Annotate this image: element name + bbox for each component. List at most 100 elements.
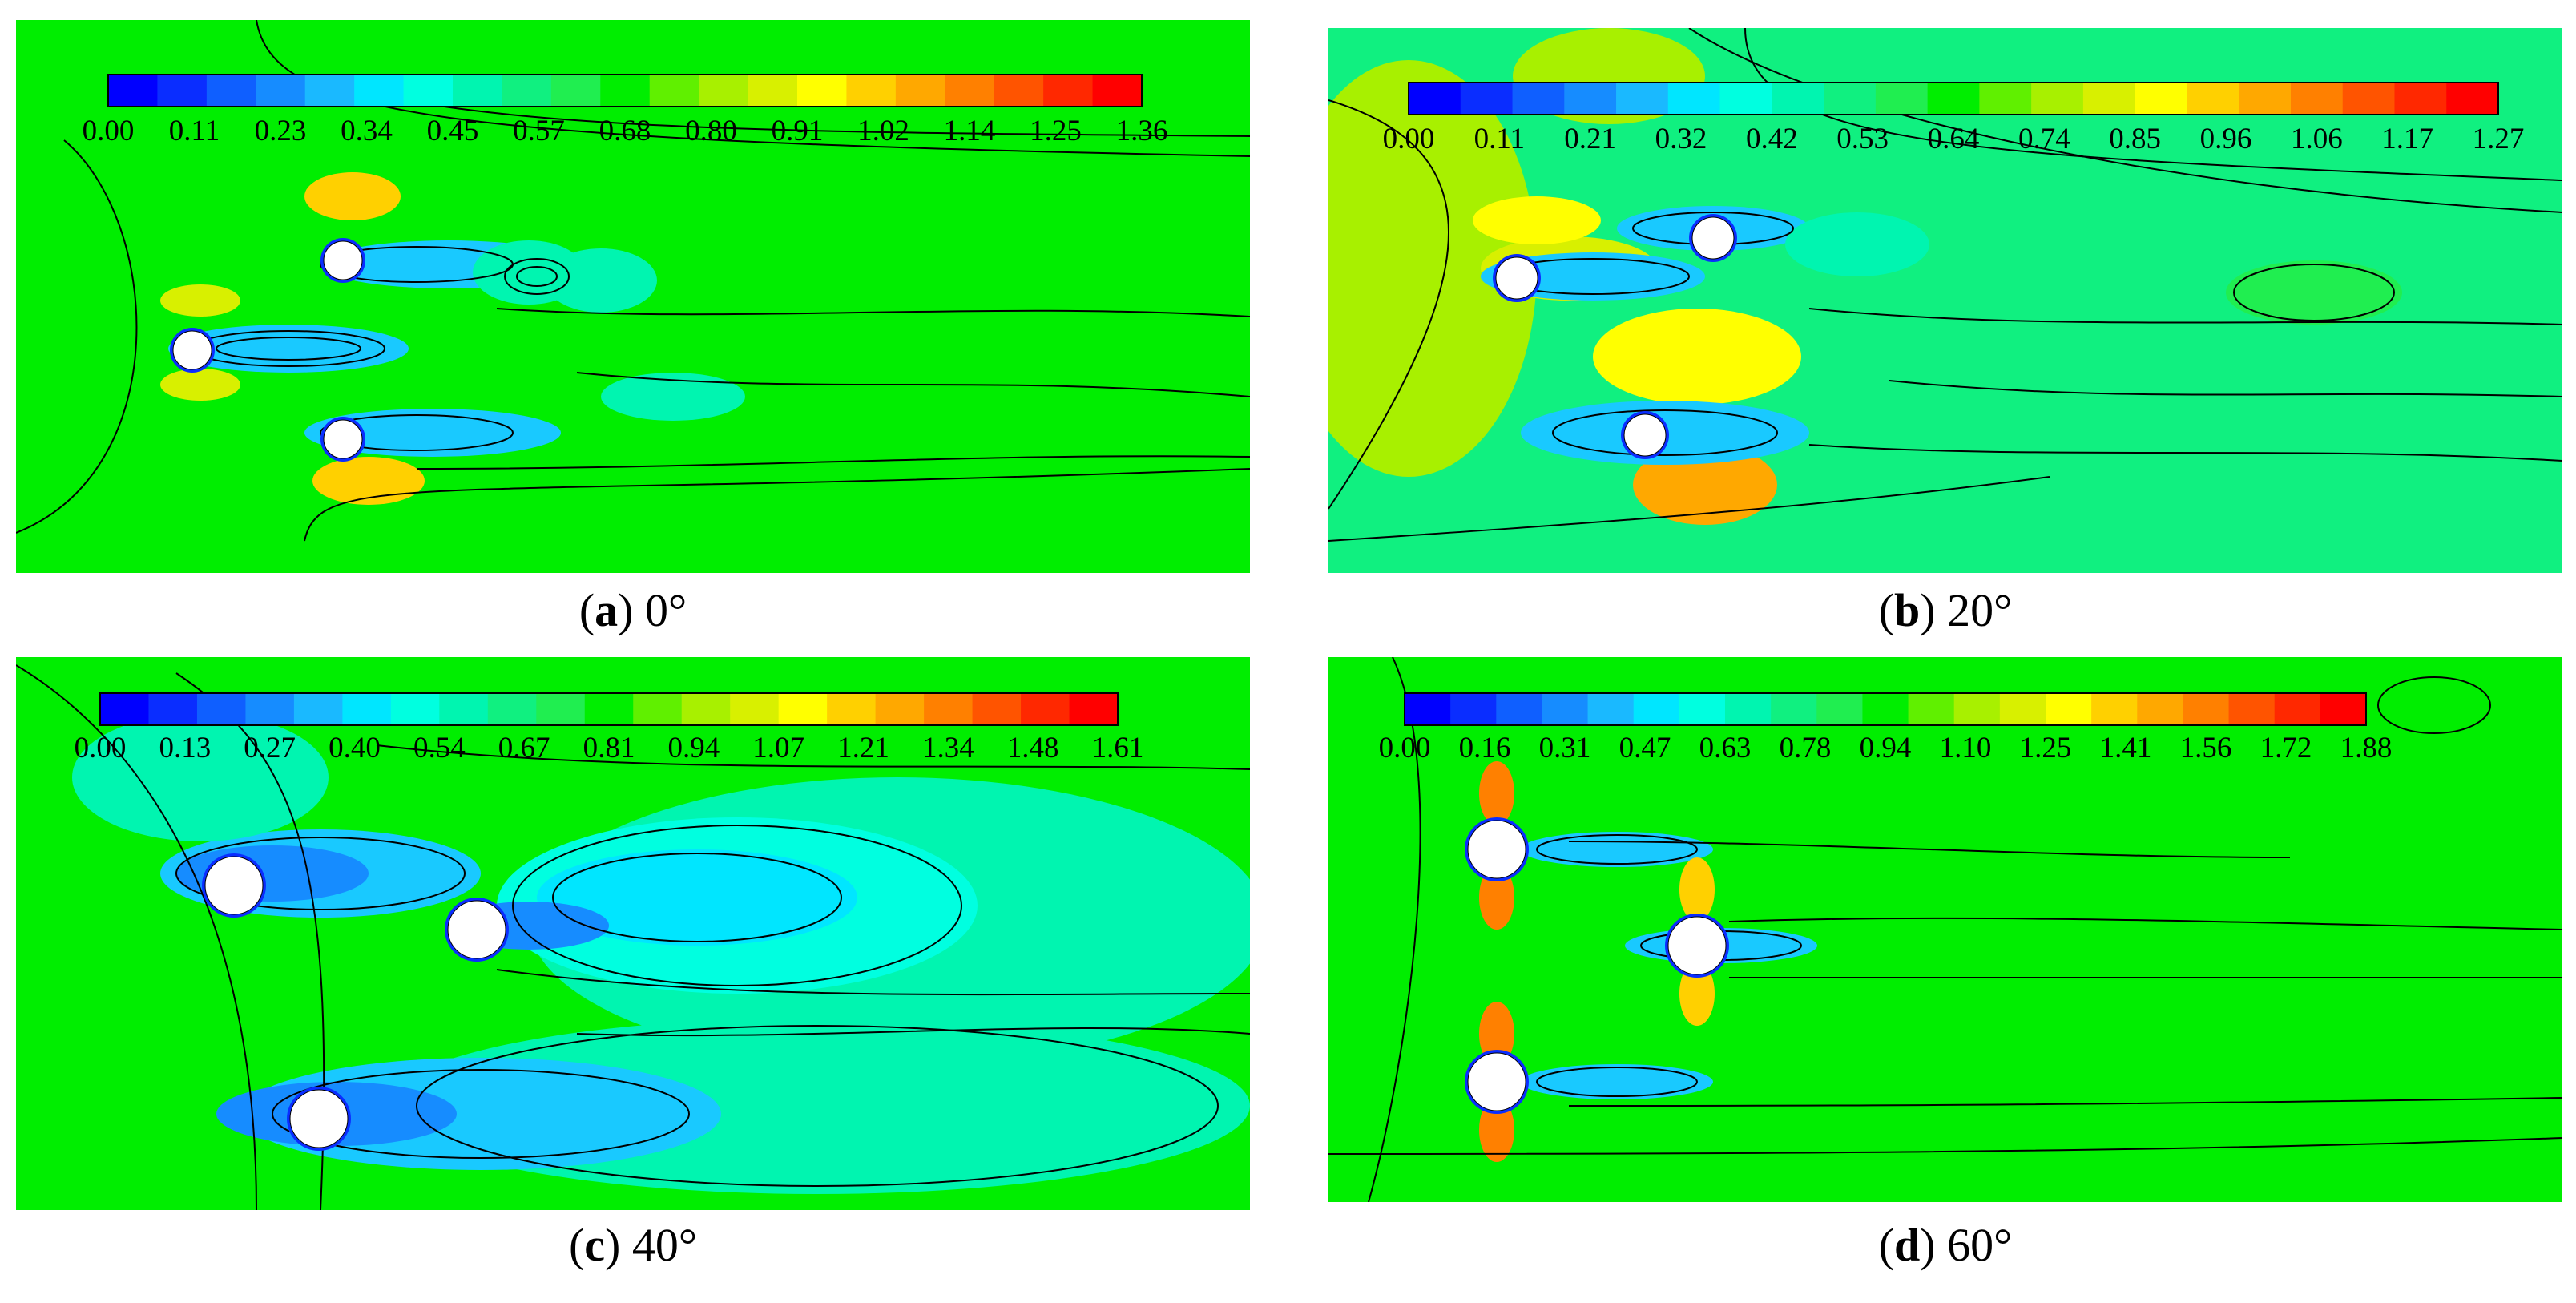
cylinders xyxy=(202,853,509,1151)
colorbar-swatch xyxy=(827,693,877,725)
caption-b: (b) 20° xyxy=(1878,584,2013,636)
colorbar-a: 0.00 0.11 0.23 0.34 0.45 0.57 0.68 0.80 0.91 1.02… xyxy=(83,74,1167,147)
contour-plot-c: 0.00 0.13 0.27 0.40 0.54 0.67 0.81 0.94 1.07 1.21… xyxy=(16,657,1250,1210)
caption-letter-c: c xyxy=(584,1219,606,1271)
colorbar-swatch xyxy=(2183,693,2230,725)
colorbar-swatch xyxy=(1633,693,1680,725)
contour-plot-b: 0.00 0.11 0.21 0.32 0.42 0.53 0.64 0.74 0.85 0.96… xyxy=(1328,28,2562,573)
colorbar-tick-label: 0.53 xyxy=(1836,123,1889,155)
colorbar-swatch xyxy=(846,75,897,107)
caption-angle-a: 0° xyxy=(644,584,687,636)
colorbar-tick-label: 0.81 xyxy=(583,732,635,764)
colorbar-tick-label: 0.11 xyxy=(169,115,220,147)
colorbar-swatch xyxy=(1405,693,1451,725)
colorbar-swatch xyxy=(2137,693,2184,725)
contour-lines xyxy=(16,664,1250,1210)
colorbar-swatch xyxy=(2274,693,2321,725)
colorbar-swatch xyxy=(550,75,601,107)
colorbar-tick-label: 0.67 xyxy=(498,732,550,764)
colorbar-swatch xyxy=(1862,693,1909,725)
colorbar-swatch xyxy=(108,75,159,107)
contour-lines xyxy=(1328,28,2562,542)
colorbar-swatch xyxy=(2135,83,2188,115)
colorbar-tick-label: 1.02 xyxy=(857,115,909,147)
colorbar-tick-label: 0.00 xyxy=(1379,732,1431,764)
colorbar-swatch xyxy=(1069,693,1119,725)
colorbar-frame xyxy=(107,74,1143,107)
colorbar-tick-label: 1.72 xyxy=(2260,732,2312,764)
colorbar-swatch xyxy=(1772,83,1824,115)
colorbar-b: 0.00 0.11 0.21 0.32 0.42 0.53 0.64 0.74 0.85 0.96… xyxy=(1383,82,2524,155)
colorbar-tick-label: 1.17 xyxy=(2381,123,2433,155)
caption-c: (c) 40° xyxy=(568,1219,698,1271)
wake-regions xyxy=(160,172,745,505)
colorbar-swatch xyxy=(1953,693,2001,725)
colorbar-swatch xyxy=(1725,693,1772,725)
colorbar-swatch xyxy=(1979,83,2032,115)
colorbar-swatch xyxy=(2031,83,2084,115)
colorbar-swatch xyxy=(2290,83,2344,115)
colorbar-swatch xyxy=(1999,693,2046,725)
panel-d: 0.00 0.16 0.31 0.47 0.63 0.78 0.94 1.10 1.25 1.41… xyxy=(1328,657,2562,1202)
contour-plot-a: 0.00 0.11 0.23 0.34 0.45 0.57 0.68 0.80 0.91 1.02… xyxy=(16,20,1250,573)
colorbar-tick-label: 0.78 xyxy=(1780,732,1832,764)
colorbar-swatch xyxy=(1587,693,1635,725)
caption-letter-b: b xyxy=(1894,584,1921,636)
colorbar-swatch xyxy=(1667,83,1721,115)
colorbar-tick-label: 1.21 xyxy=(837,732,889,764)
colorbar-swatch xyxy=(584,693,634,725)
flow-field xyxy=(1328,657,2562,1202)
colorbar-swatch xyxy=(1679,693,1726,725)
colorbar-swatch xyxy=(1816,693,1864,725)
colorbar-swatch xyxy=(895,75,945,107)
colorbar-d: 0.00 0.16 0.31 0.47 0.63 0.78 0.94 1.10 1.25 1.41… xyxy=(1379,692,2392,764)
colorbar-swatch xyxy=(403,75,454,107)
colorbar-swatch xyxy=(2187,83,2239,115)
colorbar-tick-label: 0.40 xyxy=(329,732,381,764)
colorbar-tick-label: 0.11 xyxy=(1474,123,1525,155)
colorbar-tick-label: 0.94 xyxy=(667,732,720,764)
colorbar-swatch xyxy=(536,693,586,725)
colorbar-tick-label: 0.00 xyxy=(83,115,135,147)
colorbar-tick-label: 0.34 xyxy=(341,115,393,147)
colorbar-swatch xyxy=(2091,693,2138,725)
colorbar-swatch xyxy=(390,693,440,725)
colorbar-swatch xyxy=(1616,83,1669,115)
colorbar-swatch xyxy=(1460,83,1514,115)
colorbar-tick-label: 1.25 xyxy=(2020,732,2072,764)
colorbar-swatch xyxy=(730,693,780,725)
colorbar-swatch xyxy=(2082,83,2136,115)
cylinders xyxy=(1465,817,1729,1114)
colorbar-swatch xyxy=(1908,693,1955,725)
colorbar-swatch xyxy=(1450,693,1497,725)
colorbar-swatch xyxy=(875,693,925,725)
cylinders xyxy=(170,238,365,462)
colorbar-swatch xyxy=(1409,83,1461,115)
colorbar-tick-label: 0.47 xyxy=(1619,732,1671,764)
colorbar-swatch xyxy=(649,75,699,107)
cylinders xyxy=(1493,214,1737,459)
colorbar-tick-label: 0.16 xyxy=(1459,732,1511,764)
colorbar-tick-label: 0.42 xyxy=(1746,123,1798,155)
colorbar-tick-label: 0.13 xyxy=(159,732,211,764)
colorbar-swatch xyxy=(797,75,848,107)
colorbar-swatch xyxy=(1824,83,1877,115)
colorbar-swatch xyxy=(1875,83,1929,115)
colorbar-swatch xyxy=(778,693,828,725)
colorbar-swatch xyxy=(1927,83,1980,115)
colorbar-tick-label: 0.31 xyxy=(1539,732,1591,764)
colorbar-swatch xyxy=(945,75,995,107)
colorbar-tick-label: 1.61 xyxy=(1092,732,1144,764)
caption-a: (a) 0° xyxy=(578,584,687,636)
panel-c: 0.00 0.13 0.27 0.40 0.54 0.67 0.81 0.94 1.07 1.21… xyxy=(16,657,1250,1210)
colorbar-swatch xyxy=(994,75,1044,107)
colorbar-swatch xyxy=(148,693,198,725)
colorbar-swatch xyxy=(1021,693,1070,725)
caption-d: (d) 60° xyxy=(1878,1219,2013,1271)
caption-letter-a: a xyxy=(595,584,619,636)
colorbar-swatch xyxy=(342,693,392,725)
wake-regions xyxy=(1479,761,1817,1162)
colorbar-swatch xyxy=(1512,83,1565,115)
colorbar-swatch xyxy=(304,75,355,107)
panel-a: 0.00 0.11 0.23 0.34 0.45 0.57 0.68 0.80 0.91 1.02… xyxy=(16,20,1250,573)
